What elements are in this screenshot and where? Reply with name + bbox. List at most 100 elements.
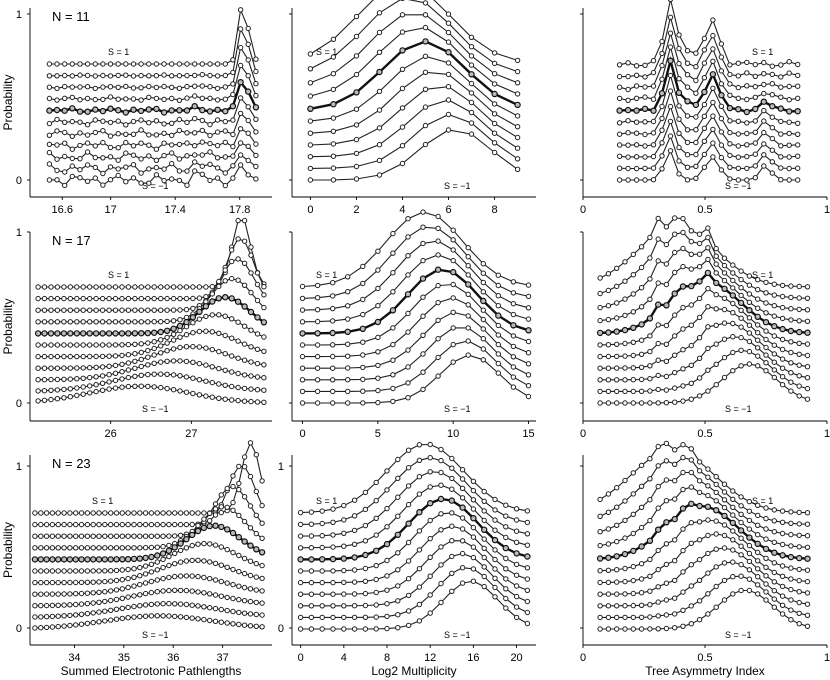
- data-point: [125, 594, 131, 600]
- data-point: [353, 53, 360, 59]
- data-point: [80, 353, 86, 360]
- data-point: [416, 547, 423, 553]
- data-point: [763, 279, 769, 286]
- data-point: [638, 576, 645, 582]
- series-line: [34, 506, 263, 549]
- data-point: [130, 152, 137, 158]
- data-point: [253, 152, 259, 159]
- data-point: [146, 94, 152, 101]
- series-line: [34, 615, 263, 629]
- data-point: [209, 298, 216, 305]
- data-point: [769, 81, 775, 87]
- data-point: [177, 358, 183, 364]
- data-point: [112, 319, 119, 325]
- data-point: [222, 84, 229, 90]
- data-point: [49, 613, 56, 620]
- data-point: [80, 319, 86, 325]
- data-point: [115, 157, 121, 163]
- series-line: [34, 589, 263, 607]
- series-line: [300, 580, 528, 630]
- series-line: [619, 119, 798, 158]
- data-point: [123, 139, 129, 146]
- data-point: [345, 388, 351, 395]
- data-point: [32, 533, 38, 539]
- data-point: [132, 307, 138, 313]
- data-point: [614, 538, 620, 545]
- data-point: [100, 170, 106, 177]
- data-point: [642, 131, 648, 138]
- data-point: [738, 347, 744, 353]
- data-point: [190, 305, 196, 312]
- data-point: [525, 383, 532, 389]
- data-point: [492, 547, 498, 553]
- data-point: [468, 109, 475, 116]
- data-point: [214, 85, 221, 92]
- data-point: [125, 330, 132, 337]
- data-point: [183, 324, 190, 330]
- data-point: [214, 97, 221, 103]
- data-point: [215, 295, 222, 302]
- data-point: [804, 623, 811, 629]
- data-point: [746, 517, 753, 524]
- data-point: [647, 388, 653, 394]
- series-line: [49, 7, 257, 65]
- data-point: [405, 608, 412, 614]
- data-point: [77, 130, 83, 136]
- data-point: [158, 371, 164, 377]
- data-point: [693, 114, 699, 120]
- data-point: [647, 456, 653, 462]
- data-point: [503, 586, 509, 592]
- data-point: [726, 104, 734, 112]
- data-point: [647, 400, 653, 406]
- series-1: [297, 565, 531, 621]
- data-point: [597, 513, 603, 519]
- data-point: [148, 601, 155, 608]
- data-point: [61, 284, 67, 290]
- data-point: [66, 556, 74, 563]
- data-point: [166, 613, 172, 619]
- data-point: [212, 501, 219, 507]
- data-point: [142, 580, 149, 586]
- data-point: [38, 614, 44, 620]
- data-point: [650, 69, 657, 76]
- data-point: [87, 374, 93, 381]
- data-point: [230, 566, 236, 573]
- data-point: [655, 599, 661, 605]
- data-point: [55, 545, 61, 551]
- data-point: [525, 282, 532, 288]
- data-point: [131, 614, 137, 620]
- data-point: [796, 589, 802, 595]
- data-point: [49, 602, 56, 609]
- data-point: [353, 33, 360, 40]
- data-point: [54, 376, 61, 383]
- data-point: [254, 270, 261, 276]
- x-tick-label: 0: [580, 204, 586, 216]
- data-point: [658, 90, 666, 97]
- data-point: [35, 398, 41, 404]
- data-point: [142, 613, 149, 619]
- data-point: [613, 553, 620, 560]
- data-point: [721, 545, 728, 551]
- data-point: [228, 295, 235, 302]
- data-point: [146, 120, 152, 126]
- data-point: [663, 612, 670, 618]
- data-point: [730, 310, 736, 316]
- data-point: [667, 44, 674, 50]
- data-point: [655, 626, 661, 632]
- data-point: [688, 446, 694, 452]
- data-point: [763, 360, 769, 366]
- data-point: [647, 626, 653, 632]
- data-point: [384, 625, 390, 632]
- data-point: [491, 101, 498, 107]
- data-point: [78, 533, 85, 539]
- x-tick-label: 17: [105, 204, 117, 216]
- data-point: [107, 119, 114, 126]
- data-point: [214, 129, 221, 135]
- data-point: [605, 400, 612, 406]
- data-point: [32, 510, 38, 516]
- data-point: [230, 507, 236, 513]
- series-7: [307, 24, 521, 99]
- data-point: [54, 61, 60, 67]
- data-point: [84, 620, 91, 627]
- data-point: [779, 519, 786, 525]
